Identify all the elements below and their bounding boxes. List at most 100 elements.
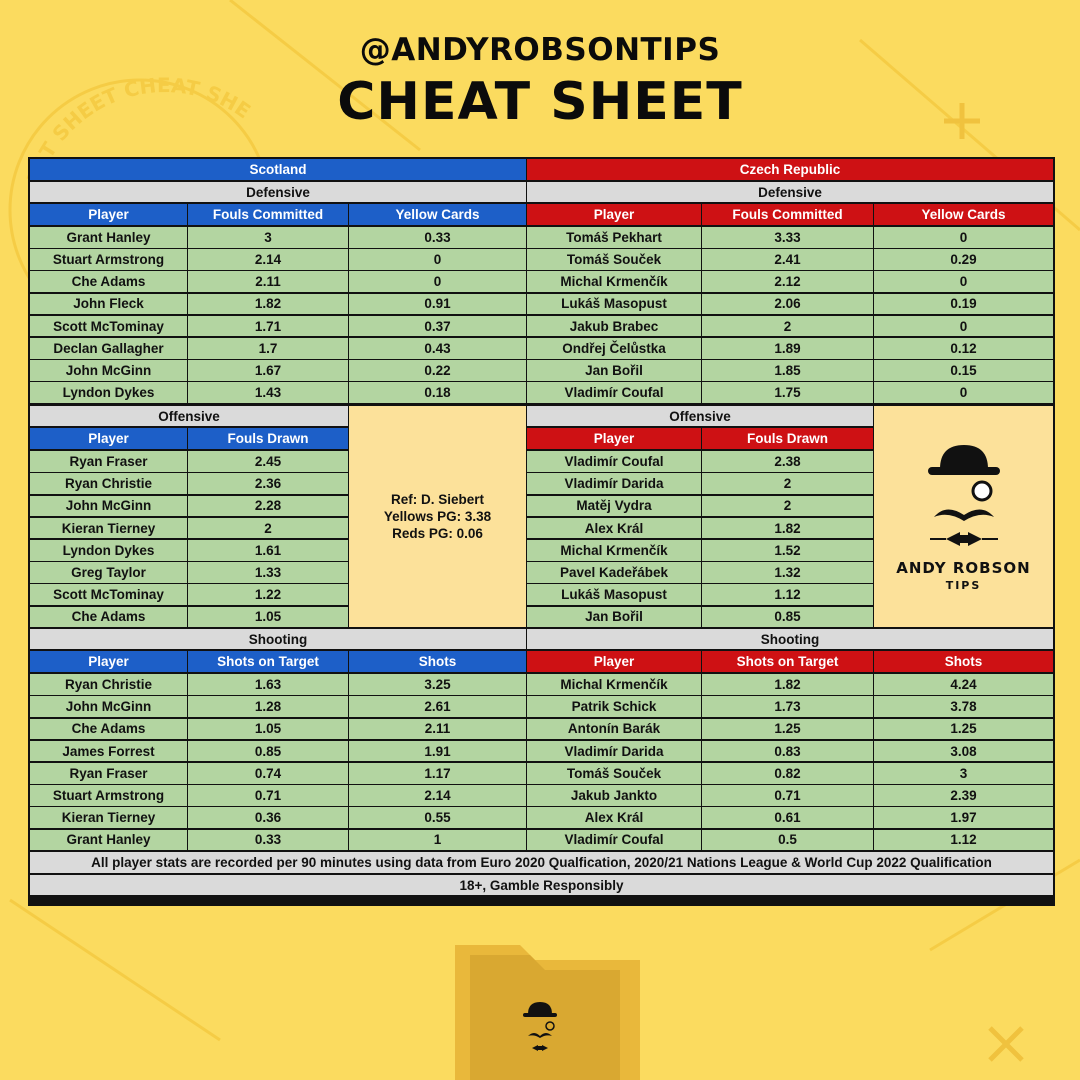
scotland-offensive-player: Ryan Fraser [30,451,187,472]
scotland-offensive-fouls-drawn: 1.33 [188,562,348,583]
czech-defensive-yellows: 0.19 [874,293,1053,315]
scotland-defensive-yellows: 0.91 [349,293,526,315]
scotland-shooting-player: Ryan Christie [30,674,187,695]
czech-defensive-player: Jan Bořil [527,360,701,381]
scotland-defensive-player: Grant Hanley [30,227,187,248]
czech-shooting-sot: 1.73 [702,696,873,718]
czech-defensive-player: Jakub Brabec [527,315,701,337]
referee-line1: Ref: D. Siebert [390,492,485,508]
czech-defensive-yellows: 0.12 [874,338,1053,359]
scotland-defensive-yellows: 0 [349,271,526,293]
scotland-shooting-shots: 1.91 [349,740,526,762]
scotland-shooting-player-header: Player [30,651,187,673]
czech-shooting-player: Vladimír Coufal [527,829,701,851]
scotland-defensive-yellows-header: Yellow Cards [349,204,526,225]
czech-defensive-fouls: 2.12 [702,271,873,293]
brand-logo-box: ANDY ROBSON TIPS [874,406,1053,628]
czech-defensive-yellows: 0 [874,315,1053,337]
czech-defensive-fouls-header: Fouls Committed [702,204,873,225]
footer-logo-icon [523,1002,557,1051]
czech-defensive-fouls: 2.41 [702,249,873,270]
scotland-shooting-shots: 0.55 [349,807,526,829]
czech-defensive-yellows: 0 [874,227,1053,248]
czech-shooting-shots: 2.39 [874,785,1053,806]
czech-shooting-player: Michal Krmenčík [527,674,701,695]
scotland-defensive-yellows: 0.18 [349,382,526,404]
czech-shooting-shots: 1.12 [874,829,1053,851]
czech-offensive-player: Pavel Kadeřábek [527,562,701,583]
scotland-defensive-fouls: 3 [188,227,348,248]
czech-defensive-player: Tomáš Souček [527,249,701,270]
scotland-defensive-fouls: 1.82 [188,293,348,315]
scotland-offensive-player: Scott McTominay [30,584,187,605]
scotland-defensive-yellows: 0.43 [349,338,526,359]
scotland-offensive-fouls-drawn-header: Fouls Drawn [188,428,348,450]
scotland-defensive-fouls: 1.7 [188,338,348,359]
scotland-defensive-player: Che Adams [30,271,187,293]
czech-defensive-section: Defensive [527,182,1053,202]
scotland-defensive-player: John McGinn [30,360,187,381]
scotland-offensive-fouls-drawn: 2 [188,517,348,539]
scotland-defensive-player: Scott McTominay [30,315,187,337]
czech-defensive-yellows-header: Yellow Cards [874,204,1053,225]
scotland-shooting-sot: 0.71 [188,785,348,806]
gamble-disclaimer: 18+, Gamble Responsibly [30,875,1053,896]
czech-offensive-fouls-drawn: 2 [702,473,873,494]
scotland-shooting-section: Shooting [30,629,526,650]
scotland-shooting-player: Kieran Tierney [30,807,187,829]
czech-shooting-player: Antonín Barák [527,718,701,740]
scotland-shooting-shots-header: Shots [349,651,526,673]
referee-line3: Reds PG: 0.06 [392,526,483,542]
czech-defensive-fouls: 2.06 [702,293,873,315]
scotland-defensive-player: Declan Gallagher [30,338,187,359]
czech-offensive-fouls-drawn: 1.52 [702,539,873,561]
czech-shooting-player: Jakub Jankto [527,785,701,806]
account-handle: @ANDYROBSONTIPS [359,32,721,68]
scotland-shooting-shots: 1 [349,829,526,851]
czech-offensive-fouls-drawn: 1.32 [702,562,873,583]
czech-shooting-shots: 4.24 [874,674,1053,695]
scotland-shooting-shots: 3.25 [349,674,526,695]
scotland-shooting-sot-header: Shots on Target [188,651,348,673]
czech-offensive-player: Vladimír Darida [527,473,701,494]
scotland-offensive-player: Che Adams [30,606,187,628]
czech-defensive-fouls: 3.33 [702,227,873,248]
cheat-sheet-table: Scotland Defensive Player Fouls Committed Ye… [28,157,1055,906]
czech-shooting-shots-header: Shots [874,651,1053,673]
czech-offensive-fouls-drawn: 2.38 [702,451,873,472]
czech-shooting-sot: 0.61 [702,807,873,829]
czech-defensive-player: Vladimír Coufal [527,382,701,404]
scotland-shooting-player: Grant Hanley [30,829,187,851]
scotland-shooting-sot: 1.28 [188,696,348,718]
page-title: CHEAT SHEET [337,72,743,132]
scotland-defensive-yellows: 0.22 [349,360,526,381]
czech-defensive-yellows: 0 [874,382,1053,404]
czech-offensive-player: Jan Bořil [527,606,701,628]
czech-shooting-player: Tomáš Souček [527,763,701,784]
czech-offensive-fouls-drawn: 1.12 [702,584,873,605]
czech-shooting-player-header: Player [527,651,701,673]
czech-offensive-player-header: Player [527,428,701,450]
scotland-offensive-player: John McGinn [30,495,187,517]
czech-shooting-sot: 1.25 [702,718,873,740]
scotland-offensive-fouls-drawn: 2.45 [188,451,348,472]
referee-info-box: Ref: D. Siebert Yellows PG: 3.38 Reds PG: … [349,406,526,628]
scotland-defensive-fouls: 1.71 [188,315,348,337]
czech-shooting-player: Vladimír Darida [527,740,701,762]
czech-shooting-shots: 1.25 [874,718,1053,740]
scotland-offensive-player-header: Player [30,428,187,450]
scotland-defensive-fouls: 2.11 [188,271,348,293]
scotland-offensive-fouls-drawn: 2.36 [188,473,348,494]
czech-defensive-player: Lukáš Masopust [527,293,701,315]
stats-note: All player stats are recorded per 90 min… [30,852,1053,874]
scotland-defensive-fouls: 1.67 [188,360,348,381]
czech-offensive-player: Alex Král [527,517,701,539]
czech-shooting-sot: 0.5 [702,829,873,851]
czech-defensive-player: Tomáš Pekhart [527,227,701,248]
czech-shooting-sot-header: Shots on Target [702,651,873,673]
scotland-defensive-yellows: 0.37 [349,315,526,337]
scotland-shooting-sot: 1.63 [188,674,348,695]
scotland-shooting-player: Che Adams [30,718,187,740]
czech-shooting-shots: 3 [874,763,1053,784]
scotland-defensive-yellows: 0.33 [349,227,526,248]
